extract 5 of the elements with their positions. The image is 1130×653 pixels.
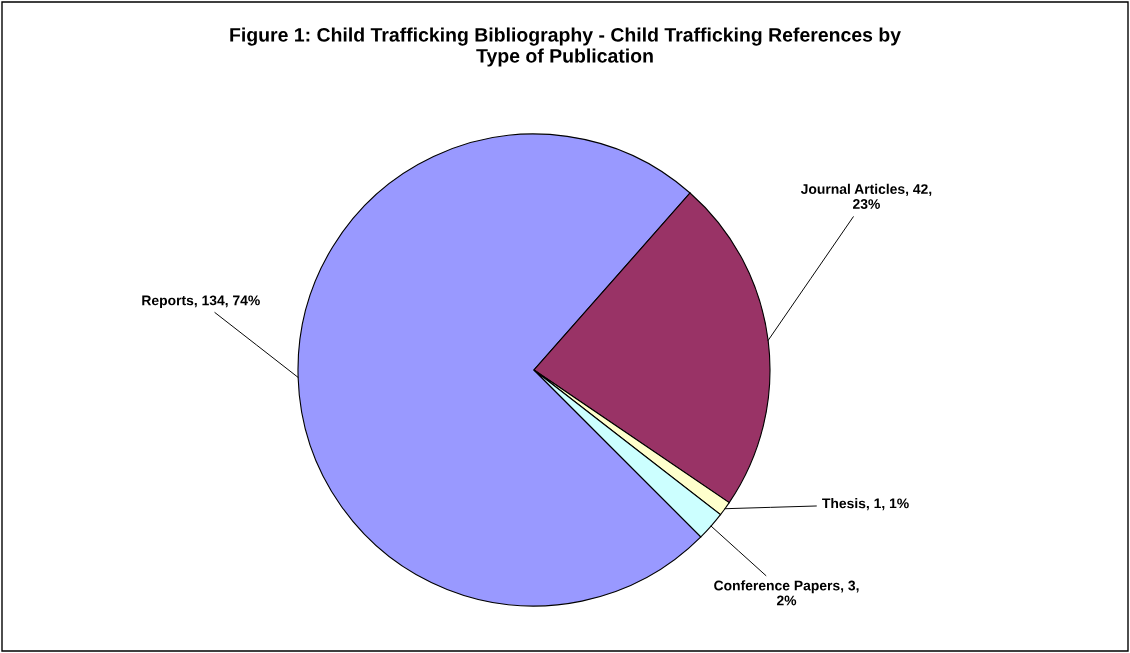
chart-title: Figure 1: Child Trafficking Bibliography - Child Trafficking References by Type of Publication [230,27,901,67]
slice-label: Reports, 134, 74% [142,295,260,309]
slice-label: Journal Articles, 42, 23% [800,183,932,209]
slice-label: Thesis, 1, 1% [822,498,909,511]
slice-label: Conference Papers, 3, 2% [714,580,859,606]
